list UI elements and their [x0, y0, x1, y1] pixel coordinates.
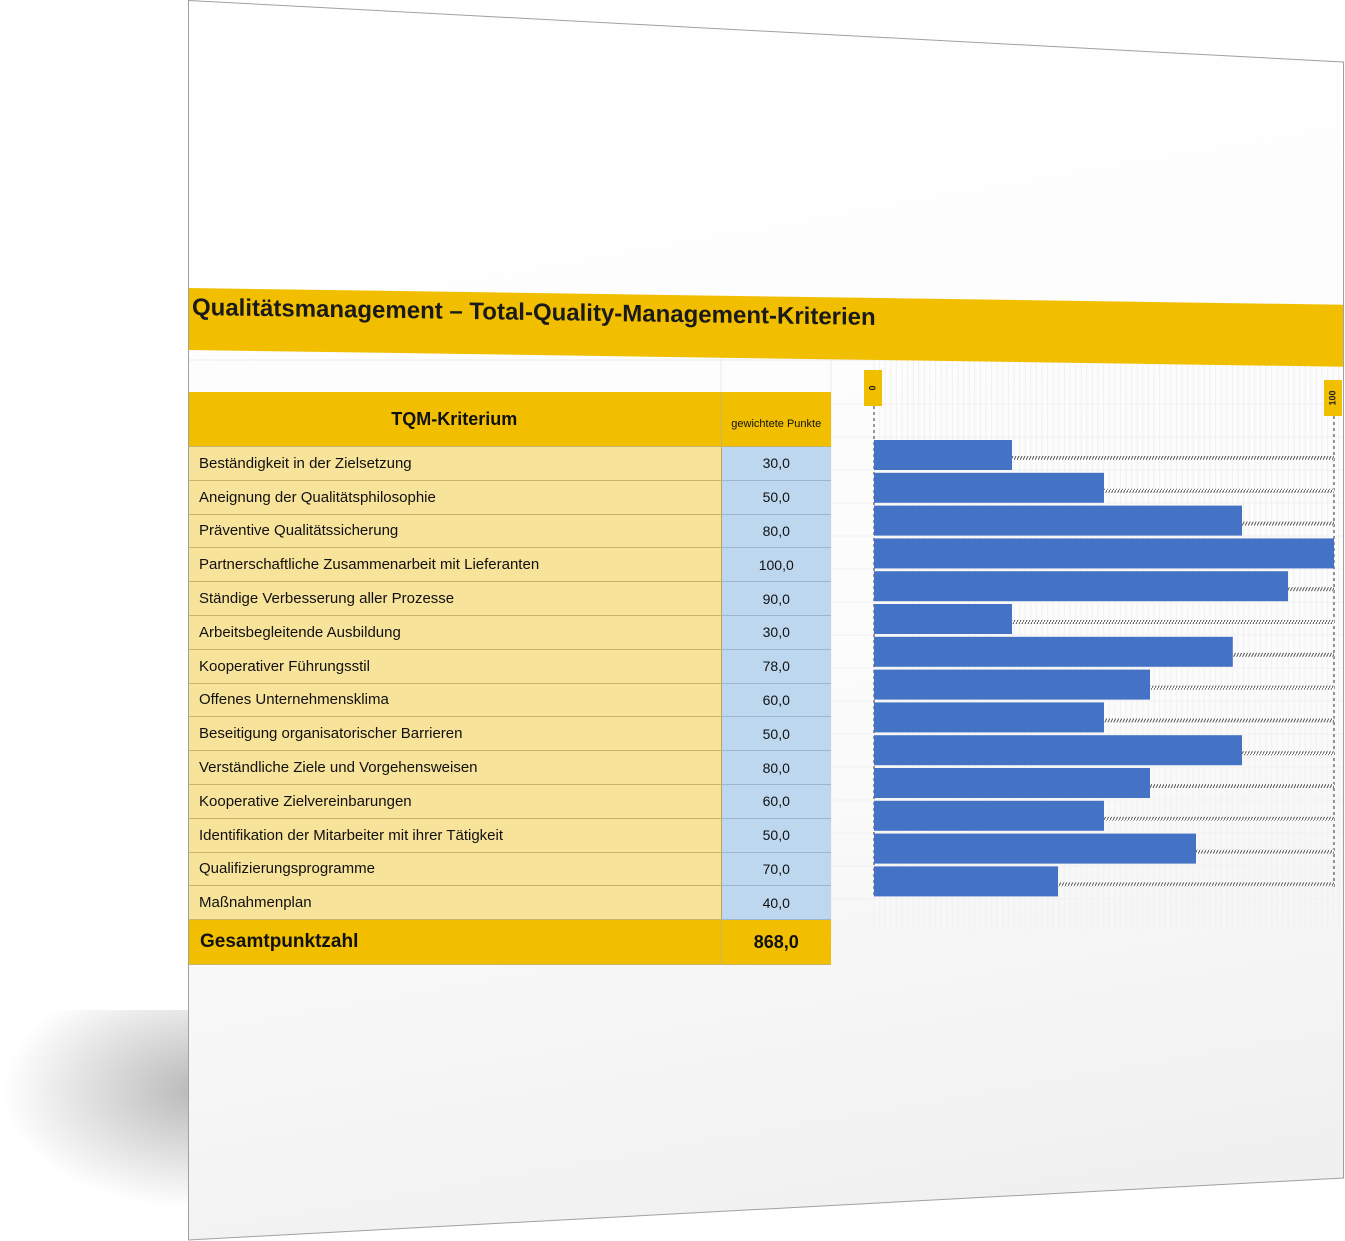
- remainder-bar: [1058, 882, 1334, 887]
- remainder-bar: [1196, 849, 1334, 854]
- table-row: Kooperativer Führungsstil 78,0: [188, 649, 831, 684]
- remainder-bar: [1104, 718, 1334, 723]
- remainder-bar: [1104, 488, 1334, 493]
- header-criterion[interactable]: TQM-Kriterium: [188, 392, 722, 447]
- criterion-cell[interactable]: Partnerschaftliche Zusammenarbeit mit Li…: [188, 547, 722, 583]
- criterion-cell[interactable]: Aneignung der Qualitätsphilosophie: [188, 480, 722, 515]
- criterion-cell[interactable]: Kooperative Zielvereinbarungen: [188, 784, 722, 819]
- remainder-bar: [1288, 587, 1334, 592]
- points-cell[interactable]: 50,0: [721, 818, 831, 853]
- remainder-bar: [1242, 751, 1334, 756]
- table-row: Aneignung der Qualitätsphilosophie 50,0: [188, 480, 831, 515]
- value-bar: [874, 833, 1196, 864]
- value-bar: [874, 800, 1104, 831]
- value-bar: [874, 571, 1288, 602]
- tick-label: 0: [867, 385, 877, 390]
- table-row: Verständliche Ziele und Vorgehensweisen 8…: [188, 750, 831, 785]
- table-row: Ständige Verbesserung aller Prozesse 90,0: [188, 581, 831, 616]
- points-cell[interactable]: 100,0: [721, 547, 831, 583]
- criterion-cell[interactable]: Maßnahmenplan: [188, 885, 722, 921]
- points-cell[interactable]: 50,0: [721, 716, 831, 752]
- table-header-row: TQM-Kriterium gewichtete Punkte: [188, 392, 831, 447]
- value-bar: [874, 440, 1012, 470]
- table-row: Identifikation der Mitarbeiter mit ihrer…: [188, 818, 831, 853]
- table-row: Offenes Unternehmensklima 60,0: [188, 683, 831, 718]
- points-cell[interactable]: 60,0: [721, 683, 831, 718]
- criterion-cell[interactable]: Beständigkeit in der Zielsetzung: [188, 446, 722, 481]
- value-bar: [874, 735, 1242, 766]
- points-cell[interactable]: 70,0: [721, 852, 831, 887]
- table-row: Maßnahmenplan 40,0: [188, 885, 831, 921]
- total-value[interactable]: 868,0: [721, 919, 831, 966]
- table-row: Qualifizierungsprogramme 70,0: [188, 852, 831, 887]
- points-cell[interactable]: 80,0: [721, 514, 831, 549]
- tick-label: 100: [1327, 390, 1337, 405]
- points-cell[interactable]: 80,0: [721, 750, 831, 785]
- page-shadow: [0, 1010, 200, 1210]
- value-bar: [874, 472, 1104, 503]
- criteria-table: TQM-Kriterium gewichtete Punkte Beständi…: [188, 392, 831, 966]
- criterion-cell[interactable]: Offenes Unternehmensklima: [188, 683, 722, 718]
- value-bar: [874, 768, 1150, 798]
- table-row: Beständigkeit in der Zielsetzung 30,0: [188, 446, 831, 481]
- points-cell[interactable]: 50,0: [721, 480, 831, 515]
- value-bar: [874, 702, 1104, 733]
- criterion-cell[interactable]: Kooperativer Führungsstil: [188, 649, 722, 684]
- value-bar: [874, 604, 1012, 634]
- points-bar-chart: 0 100: [864, 370, 1342, 898]
- criterion-cell[interactable]: Ständige Verbesserung aller Prozesse: [188, 581, 722, 616]
- remainder-bar: [1150, 784, 1334, 788]
- criterion-cell[interactable]: Präventive Qualitätssicherung: [188, 514, 722, 549]
- remainder-bar: [1012, 620, 1334, 624]
- value-bar: [874, 866, 1058, 897]
- total-label[interactable]: Gesamtpunktzahl: [188, 919, 722, 966]
- table-row: Beseitigung organisatorischer Barrieren 5…: [188, 716, 831, 752]
- value-bar: [874, 538, 1334, 569]
- header-points[interactable]: gewichtete Punkte: [721, 392, 831, 447]
- points-cell[interactable]: 60,0: [721, 784, 831, 819]
- points-cell[interactable]: 40,0: [721, 885, 831, 921]
- table-row: Partnerschaftliche Zusammenarbeit mit Li…: [188, 547, 831, 583]
- total-row: Gesamtpunktzahl 868,0: [188, 919, 831, 966]
- value-bar: [874, 669, 1150, 700]
- remainder-bar: [1242, 521, 1334, 526]
- criterion-cell[interactable]: Verständliche Ziele und Vorgehensweisen: [188, 750, 722, 785]
- points-cell[interactable]: 30,0: [721, 615, 831, 650]
- remainder-bar: [1232, 652, 1334, 657]
- spreadsheet-page: Qualitätsmanagement – Total-Quality-Mana…: [188, 0, 1344, 1240]
- criterion-cell[interactable]: Qualifizierungsprogramme: [188, 852, 722, 887]
- points-cell[interactable]: 30,0: [721, 446, 831, 481]
- table-row: Präventive Qualitätssicherung 80,0: [188, 514, 831, 549]
- table-row: Arbeitsbegleitende Ausbildung 30,0: [188, 615, 831, 650]
- criterion-cell[interactable]: Identifikation der Mitarbeiter mit ihrer…: [188, 818, 722, 853]
- table-row: Kooperative Zielvereinbarungen 60,0: [188, 784, 831, 819]
- remainder-bar: [1104, 816, 1334, 821]
- remainder-bar: [1150, 685, 1334, 690]
- points-cell[interactable]: 90,0: [721, 581, 831, 616]
- points-cell[interactable]: 78,0: [721, 649, 831, 684]
- remainder-bar: [1012, 456, 1334, 460]
- value-bar: [874, 636, 1233, 667]
- value-bar: [874, 505, 1242, 536]
- criterion-cell[interactable]: Arbeitsbegleitende Ausbildung: [188, 615, 722, 650]
- criterion-cell[interactable]: Beseitigung organisatorischer Barrieren: [188, 716, 722, 752]
